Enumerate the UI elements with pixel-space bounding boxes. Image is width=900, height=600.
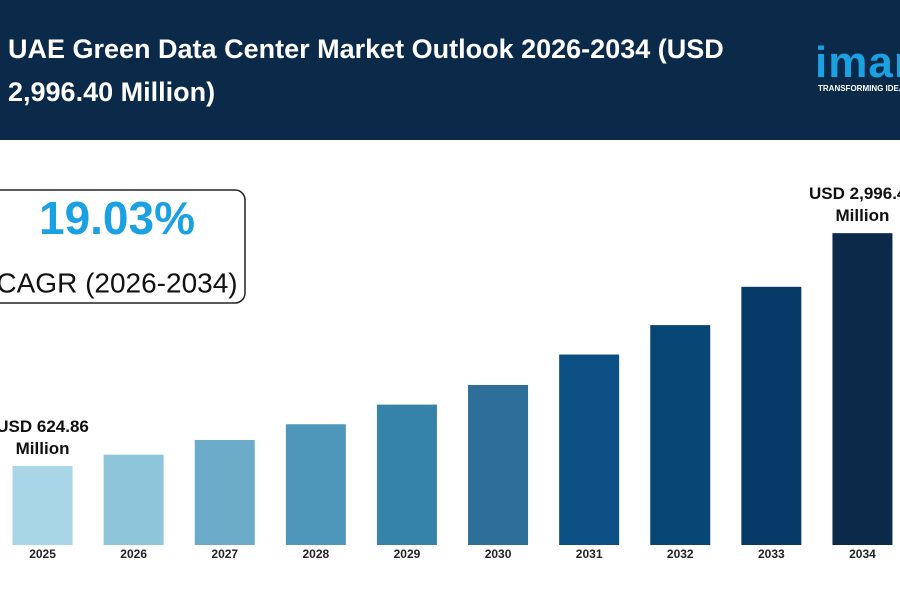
cagr-label: CAGR (2026-2034) bbox=[0, 267, 238, 298]
title: UAE Green Data Center Market Outlook 202… bbox=[8, 34, 724, 107]
bar bbox=[650, 325, 711, 545]
bar bbox=[832, 233, 893, 546]
x-tick-label: 2031 bbox=[576, 547, 603, 561]
x-tick-label: 2028 bbox=[302, 547, 329, 561]
x-tick-label: 2034 bbox=[849, 547, 876, 561]
x-tick-label: 2027 bbox=[211, 547, 238, 561]
bar bbox=[468, 384, 529, 545]
bar bbox=[741, 286, 802, 545]
bar bbox=[103, 454, 164, 545]
tagline: TRANSFORMING IDEAS bbox=[818, 84, 900, 93]
x-tick-label: 2030 bbox=[485, 547, 512, 561]
x-tick-label: 2025 bbox=[29, 547, 56, 561]
x-tick-label: 2033 bbox=[758, 547, 785, 561]
bar bbox=[12, 465, 73, 545]
cagr-box bbox=[0, 189, 246, 304]
value-label: USD 2,996.40 Million bbox=[809, 184, 900, 226]
cagr-value: 19.03% bbox=[39, 192, 195, 244]
bar bbox=[559, 354, 620, 545]
x-tick-label: 2026 bbox=[120, 547, 147, 561]
value-label: USD 624.86 Million bbox=[0, 416, 89, 458]
header: UAE Green Data Center Market Outlook 202… bbox=[0, 0, 900, 140]
bar bbox=[194, 439, 255, 545]
bar bbox=[285, 424, 346, 545]
x-tick-label: 2032 bbox=[667, 547, 694, 561]
x-tick-label: 2029 bbox=[394, 547, 421, 561]
logo: imarc bbox=[815, 38, 900, 87]
bar bbox=[376, 404, 437, 545]
